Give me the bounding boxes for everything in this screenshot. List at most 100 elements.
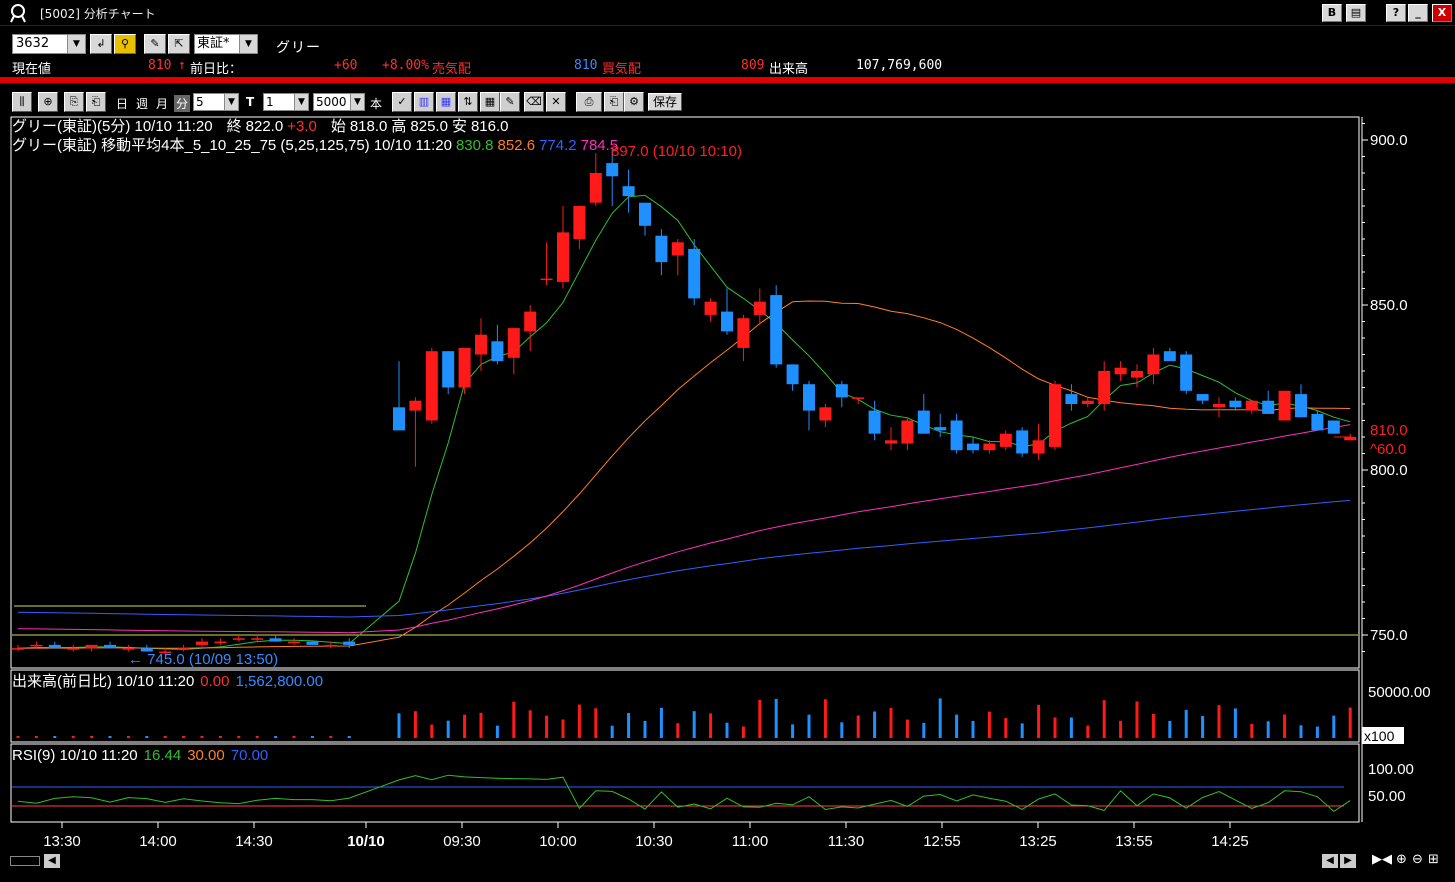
pencil-icon[interactable]: ✎: [500, 92, 520, 112]
rsi-value: 16.44: [144, 747, 182, 764]
chevron-down-icon[interactable]: ▼: [350, 94, 364, 110]
candle-body: [425, 351, 438, 421]
save-button[interactable]: 保存: [648, 93, 682, 111]
zoom-icon[interactable]: ⊕: [38, 92, 58, 112]
settings-icon[interactable]: ⚙: [624, 92, 644, 112]
edit-icon[interactable]: ✎: [144, 34, 166, 54]
chevron-down-icon[interactable]: ▼: [67, 35, 85, 53]
export-icon[interactable]: ⎗: [604, 92, 624, 112]
quote-row: 現在値 810 ↑ 前日比： +60 +8.00% 売気配 810 買気配 80…: [0, 58, 1455, 77]
period-month[interactable]: 月: [156, 97, 169, 111]
candle-body: [1262, 400, 1275, 414]
candle-body: [306, 641, 319, 645]
volume-bar: [856, 715, 860, 738]
ma75-line: [17, 424, 1351, 634]
delete-icon[interactable]: ✕: [546, 92, 566, 112]
paste-icon[interactable]: ⎗: [86, 92, 106, 112]
volume-bar: [1086, 725, 1090, 738]
expand-icon[interactable]: ⊞: [1428, 852, 1439, 867]
print-icon[interactable]: ⎙: [576, 92, 602, 112]
volume-bar: [577, 704, 581, 738]
volume-bar: [310, 736, 314, 738]
candle-body: [1196, 394, 1209, 401]
volume-bar: [163, 736, 167, 738]
period-week[interactable]: 週: [136, 97, 149, 111]
volume-bar: [479, 712, 483, 738]
help-button[interactable]: ?: [1386, 4, 1406, 22]
low-value: 816.0: [471, 118, 509, 135]
open-label: 始: [331, 118, 346, 135]
scroll-right-icon[interactable]: ▶: [1340, 854, 1356, 868]
window-title: [5002] 分析チャート: [40, 7, 156, 21]
bars-select[interactable]: 5000 ▼: [313, 93, 365, 111]
chevron-down-icon[interactable]: ▼: [224, 94, 238, 110]
candle-body: [835, 384, 848, 398]
line-icon[interactable]: ✓: [392, 92, 412, 112]
zoom-in-icon[interactable]: ⊕: [1396, 852, 1407, 867]
rsi-panel-label: RSI(9) 10/10 11:20: [12, 747, 138, 764]
candle-body: [122, 648, 135, 650]
candle-icon[interactable]: ⫼: [12, 92, 32, 112]
volume-bar: [255, 736, 259, 738]
scroll-thumb[interactable]: [10, 856, 40, 866]
type-glyph[interactable]: T: [246, 95, 255, 109]
interval-select[interactable]: 5 ▼: [193, 93, 239, 111]
jump-end-icon[interactable]: ▶◀: [1372, 852, 1392, 867]
info-line1: グリー(東証)(5分) 10/10 11:20: [12, 118, 213, 135]
multiplier-box: [1362, 727, 1404, 744]
candle-body: [819, 407, 832, 421]
volume-bar: [643, 720, 647, 738]
minimize-button[interactable]: _: [1408, 4, 1428, 22]
updown-icon[interactable]: ⇅: [458, 92, 478, 112]
close-button[interactable]: X: [1432, 4, 1452, 22]
candle-body: [269, 638, 282, 642]
candle-body: [475, 334, 487, 355]
bar-chart-icon[interactable]: ▥: [414, 92, 434, 112]
candle-body: [721, 311, 733, 332]
chevron-down-icon[interactable]: ▼: [294, 94, 308, 110]
scroll-left-icon[interactable]: ◀: [44, 854, 60, 868]
candle-body: [1180, 354, 1193, 391]
volume-bar: [987, 711, 991, 738]
volume-bar: [1266, 721, 1270, 738]
copy-icon[interactable]: ⎘: [64, 92, 84, 112]
chevron-down-icon[interactable]: ▼: [239, 35, 257, 53]
candle-body: [1065, 394, 1078, 404]
enter-icon[interactable]: ↲: [90, 34, 112, 54]
document-icon[interactable]: ▤: [1346, 4, 1366, 22]
ma3-value: 774.2: [539, 137, 577, 154]
volume-bar: [1201, 715, 1205, 738]
candle-body: [159, 651, 172, 653]
binoculars-icon[interactable]: ⚲: [114, 34, 136, 54]
grid-icon[interactable]: ▦: [480, 92, 500, 112]
column-icon[interactable]: ▦: [436, 92, 456, 112]
code-input[interactable]: 3632 ▼: [12, 34, 86, 54]
ma4-value: 784.5: [581, 137, 619, 154]
period-day[interactable]: 日: [116, 97, 129, 111]
scroll-first-icon[interactable]: ◀: [1322, 854, 1338, 868]
cursor-icon[interactable]: ⇱: [168, 34, 190, 54]
volume-bar: [938, 698, 942, 738]
eraser-icon[interactable]: ⌫: [524, 92, 544, 112]
rsi-axis-100: 100.00: [1368, 761, 1414, 778]
exchange-select[interactable]: 東証* ▼: [194, 34, 258, 54]
open-value: 818.0: [350, 118, 388, 135]
zoom-out-icon[interactable]: ⊖: [1412, 852, 1423, 867]
candle-body: [85, 644, 98, 649]
volume-bar: [1315, 726, 1319, 738]
volume-bar: [495, 725, 499, 738]
period-minute[interactable]: 分: [174, 95, 191, 112]
candle-body: [491, 341, 504, 362]
candle-body: [1049, 384, 1061, 447]
candle-body: [524, 311, 537, 332]
volume-bar: [889, 707, 893, 738]
last-price-bg: [1367, 420, 1417, 438]
candle-body: [507, 328, 520, 358]
volume-bar: [1348, 707, 1352, 738]
count-select[interactable]: 1 ▼: [263, 93, 309, 111]
candle-body: [589, 173, 602, 203]
b-button[interactable]: B: [1322, 4, 1342, 22]
volume-bar: [274, 736, 278, 738]
y-tick-label: 800.0: [1370, 462, 1408, 479]
